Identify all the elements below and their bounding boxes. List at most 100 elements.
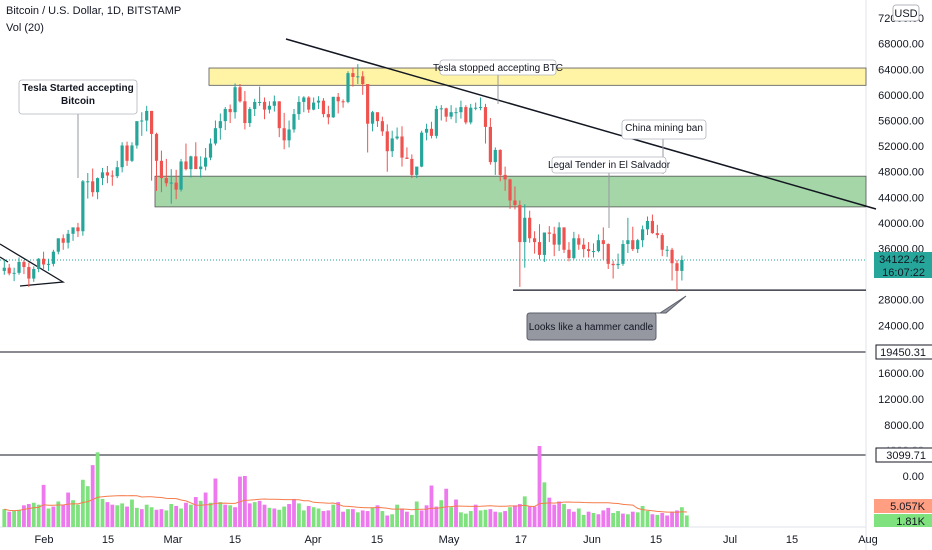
candle-body xyxy=(204,157,208,167)
time-tick-label: Aug xyxy=(858,534,878,546)
volume-bar xyxy=(125,506,129,527)
volume-bar xyxy=(547,497,552,527)
volume-bar xyxy=(7,511,12,527)
volume-bar xyxy=(46,508,51,527)
candle-body xyxy=(61,238,65,243)
symbol-title[interactable]: Bitcoin / U.S. Dollar, 1D, BITSTAMP xyxy=(6,5,182,17)
currency-label: USD xyxy=(894,8,917,20)
price-tick-label: 56000.00 xyxy=(878,116,924,128)
volume-bar xyxy=(557,501,562,527)
candle-body xyxy=(636,240,640,250)
volume-indicator-label[interactable]: Vol (20) xyxy=(6,22,44,34)
time-tick-label: 15 xyxy=(371,534,383,546)
volume-bar xyxy=(110,504,115,527)
candle-body xyxy=(184,161,188,170)
volume-bar xyxy=(105,502,110,527)
candle-body xyxy=(100,172,105,179)
candle-body xyxy=(71,227,75,234)
candle-body xyxy=(312,102,316,110)
volume-tick-label: 12000.00 xyxy=(878,394,924,406)
volume-bar xyxy=(473,504,478,527)
volume-bar xyxy=(522,496,527,527)
candle-body xyxy=(351,73,355,77)
time-tick-label: 17 xyxy=(515,534,527,546)
candle-body xyxy=(140,120,144,122)
candle-body xyxy=(287,129,291,141)
volume-bar xyxy=(419,510,424,527)
volume-bar xyxy=(2,509,7,527)
volume-bar xyxy=(56,501,61,527)
triangle-pattern xyxy=(0,243,66,287)
volume-bar xyxy=(527,505,532,527)
candle-body xyxy=(439,108,443,110)
volume-bar xyxy=(277,509,282,527)
volume-bar xyxy=(449,507,454,527)
candle-body xyxy=(120,145,124,168)
price-tick-label: 52000.00 xyxy=(878,141,924,153)
volume-bar xyxy=(311,507,316,527)
candle-body xyxy=(532,238,537,243)
candle-body xyxy=(680,260,684,271)
candle-body xyxy=(395,136,399,139)
volume-bar xyxy=(169,504,174,527)
vol-last-badge xyxy=(874,514,932,527)
descending-trendline xyxy=(285,38,877,210)
candle-body xyxy=(483,107,488,127)
volume-bar xyxy=(208,502,213,527)
candle-body xyxy=(12,272,16,274)
volume-bar xyxy=(463,513,468,527)
volume-bar xyxy=(80,479,85,527)
volume-bar xyxy=(26,504,31,527)
volume-bar xyxy=(606,507,611,527)
volume-bar xyxy=(346,509,350,527)
volume-bar xyxy=(351,509,355,527)
candle-body xyxy=(194,156,198,170)
volume-bar xyxy=(85,486,90,527)
candle-body xyxy=(243,101,247,124)
candle-body xyxy=(267,105,272,110)
volume-bar xyxy=(51,506,56,527)
candle-body xyxy=(611,263,615,266)
volume-bar xyxy=(454,499,458,527)
volume-bar xyxy=(198,500,203,527)
candle-body xyxy=(493,149,497,163)
volume-bar xyxy=(71,500,75,527)
volume-tick-label: 16000.00 xyxy=(878,368,924,380)
candle-body xyxy=(572,238,576,259)
annotation-text: Bitcoin xyxy=(61,96,95,107)
candle-body xyxy=(95,178,100,193)
candle-body xyxy=(567,249,571,259)
volume-bar xyxy=(262,504,267,527)
candle-body xyxy=(488,126,492,163)
last-price-badge-text: 34122.42 xyxy=(879,254,925,266)
volume-bar xyxy=(503,511,508,527)
candle-body xyxy=(248,108,252,124)
volume-bar xyxy=(282,506,287,527)
volume-bar xyxy=(616,511,620,527)
candle-body xyxy=(213,128,218,144)
volume-bar xyxy=(272,508,277,527)
candle-body xyxy=(238,87,242,102)
candle-body xyxy=(606,244,610,264)
currency-button xyxy=(892,4,920,22)
annotation-box xyxy=(18,79,138,115)
candle-body xyxy=(277,101,281,129)
volume-bar xyxy=(517,504,522,527)
volume-bar xyxy=(316,508,321,527)
volume-bar xyxy=(375,505,380,527)
candle-body xyxy=(513,200,517,205)
volume-bar xyxy=(493,511,498,527)
volume-bar xyxy=(508,507,512,527)
volume-bar xyxy=(571,511,576,527)
volume-bar xyxy=(630,511,635,527)
vol-level-badge-text: 3099.71 xyxy=(886,450,926,462)
volume-bar xyxy=(645,511,650,527)
candle-body xyxy=(459,107,463,113)
volume-bar xyxy=(414,501,419,527)
volume-bar xyxy=(360,510,365,527)
candle-body xyxy=(641,229,645,241)
volume-bar xyxy=(400,508,404,527)
volume-group xyxy=(2,445,689,527)
volume-bar xyxy=(542,482,547,527)
